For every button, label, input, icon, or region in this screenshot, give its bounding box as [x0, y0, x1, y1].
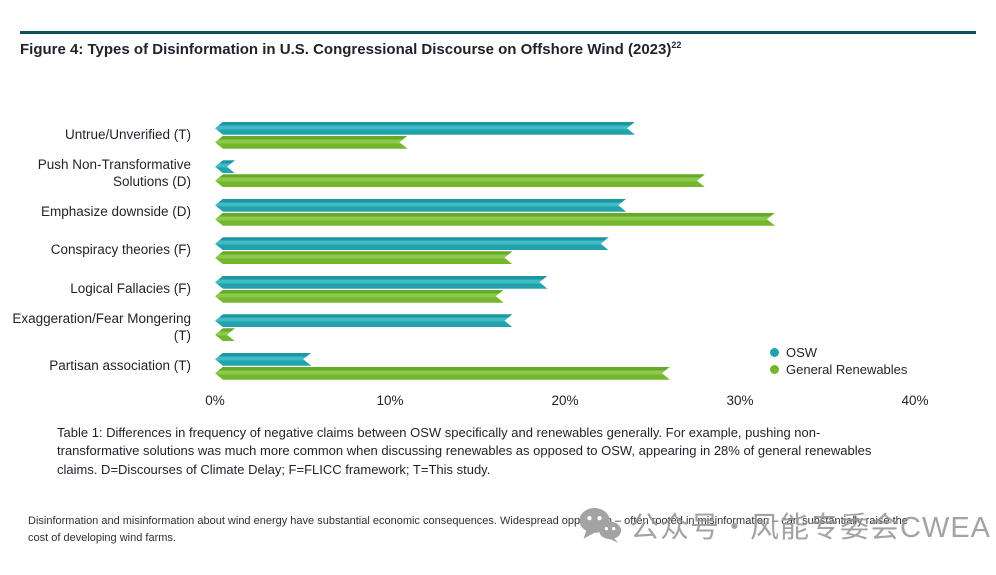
- x-axis-tick: 30%: [726, 393, 754, 408]
- bar-row: Untrue/Unverified (T): [0, 116, 996, 155]
- figure-title-footnote-ref: 22: [671, 40, 682, 50]
- bar-row: Emphasize downside (D): [0, 193, 996, 232]
- general-renewables-bar: [215, 136, 408, 149]
- legend-label-general-renewables: General Renewables: [786, 362, 908, 377]
- category-label: Conspiracy theories (F): [50, 242, 191, 258]
- x-axis-tick: 10%: [376, 393, 404, 408]
- bar-row: Exaggeration/Fear Mongering (T): [0, 309, 996, 348]
- osw-bar: [215, 160, 235, 173]
- chart-legend: OSW General Renewables: [770, 344, 907, 378]
- page-footnote: Disinformation and misinformation about …: [28, 515, 908, 544]
- general-renewables-legend-dot-icon: [770, 365, 779, 374]
- general-renewables-bar: [215, 367, 670, 380]
- bar-chart-rows: Untrue/Unverified (T) Push Non-Transform…: [0, 116, 996, 386]
- category-label: Untrue/Unverified (T): [64, 126, 191, 142]
- figure-top-rule: [20, 31, 976, 34]
- general-renewables-bar: [215, 251, 513, 264]
- category-label: Partisan association (T): [49, 357, 191, 373]
- general-renewables-bar: [215, 328, 235, 341]
- figure-title-text: Figure 4: Types of Disinformation in U.S…: [20, 41, 672, 58]
- bar-row: Partisan association (T): [0, 347, 996, 386]
- bar-row: Push Non-Transformative Solutions (D): [0, 155, 996, 194]
- category-label: Logical Fallacies (F): [70, 280, 191, 296]
- bar-pair: [215, 314, 513, 341]
- legend-item-general-renewables: General Renewables: [770, 361, 907, 378]
- legend-item-osw: OSW: [770, 344, 907, 361]
- osw-bar: [215, 237, 609, 250]
- wechat-icon: [579, 508, 622, 543]
- osw-bar: [215, 353, 311, 366]
- osw-bar: [215, 122, 635, 135]
- osw-bar: [215, 314, 513, 327]
- general-renewables-bar: [215, 290, 504, 303]
- x-axis-tick: 0%: [205, 393, 225, 408]
- watermark: 公众号・风能专委会CWEA: [578, 504, 991, 546]
- osw-legend-dot-icon: [770, 348, 779, 357]
- bar-pair: [215, 276, 548, 303]
- bar-pair: [215, 237, 609, 264]
- general-renewables-bar: [215, 213, 775, 226]
- watermark-text: 公众号・风能专委会CWEA: [630, 512, 992, 544]
- x-axis-tick: 20%: [551, 393, 579, 408]
- category-label: Push Non-Transformative Solutions (D): [37, 156, 191, 189]
- x-axis-tick: 40%: [901, 393, 929, 408]
- figure-title: Figure 4: Types of Disinformation in U.S…: [20, 40, 681, 58]
- figure-caption: Table 1: Differences in frequency of neg…: [57, 425, 872, 477]
- bar-row: Conspiracy theories (F): [0, 232, 996, 271]
- bar-row: Logical Fallacies (F): [0, 270, 996, 309]
- bar-pair: [215, 199, 775, 226]
- bar-pair: [215, 353, 670, 380]
- legend-label-osw: OSW: [786, 345, 818, 360]
- bar-chart: Untrue/Unverified (T) Push Non-Transform…: [0, 116, 996, 426]
- bar-pair: [215, 160, 705, 187]
- osw-bar: [215, 276, 548, 289]
- osw-bar: [215, 199, 626, 212]
- category-label: Exaggeration/Fear Mongering (T): [12, 310, 191, 343]
- general-renewables-bar: [215, 174, 705, 187]
- bar-pair: [215, 122, 635, 149]
- category-label: Emphasize downside (D): [40, 203, 191, 219]
